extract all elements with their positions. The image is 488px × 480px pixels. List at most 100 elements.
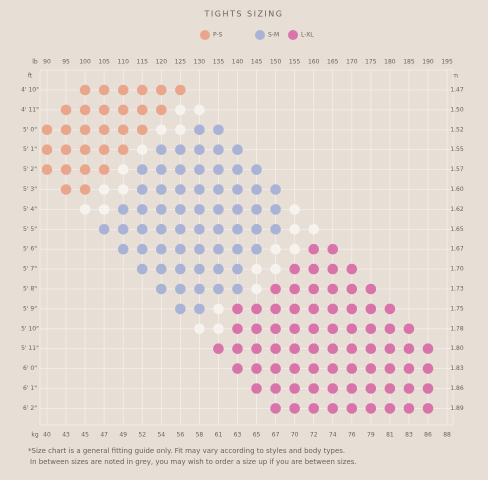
- size-dot: [213, 323, 224, 335]
- size-dot: [213, 343, 224, 355]
- x2-tick-label: 76: [348, 432, 356, 439]
- size-dot: [308, 263, 320, 275]
- x-tick-label: 110: [117, 59, 129, 66]
- size-dot: [98, 204, 110, 215]
- size-dot: [327, 363, 339, 374]
- size-dot: [213, 204, 224, 215]
- y-tick-label: 6' 2": [23, 405, 37, 412]
- size-dot: [156, 104, 167, 116]
- size-dot: [251, 263, 262, 275]
- size-dot: [365, 403, 377, 414]
- size-dot: [346, 383, 358, 394]
- size-dot: [232, 164, 243, 175]
- size-dot: [117, 144, 129, 155]
- size-dot: [79, 144, 91, 155]
- size-dot: [308, 383, 320, 394]
- size-dot: [194, 303, 205, 315]
- x2-tick-label: 43: [62, 432, 70, 439]
- y-tick-label: 5' 7": [23, 266, 37, 273]
- size-dot: [213, 243, 224, 255]
- size-dot: [308, 403, 320, 414]
- x-tick-label: 95: [62, 59, 70, 66]
- size-dot: [270, 343, 281, 355]
- size-dot: [136, 104, 148, 116]
- y2-tick-label: 1.47: [450, 87, 464, 94]
- y2-tick-label: 1.80: [450, 345, 464, 352]
- size-dot: [308, 363, 320, 374]
- size-dot: [384, 303, 396, 315]
- size-dot: [365, 303, 377, 315]
- y-tick-label: 5' 11": [21, 345, 39, 352]
- size-dot: [289, 204, 300, 215]
- y2-tick-label: 1.73: [450, 286, 464, 293]
- size-dot: [327, 343, 339, 355]
- size-dot: [136, 243, 148, 255]
- size-dot: [308, 303, 320, 315]
- size-dot: [327, 323, 339, 335]
- size-dot: [98, 164, 110, 175]
- x-tick-label: 105: [98, 59, 110, 66]
- size-dot: [403, 383, 415, 394]
- y2-tick-label: 1.67: [450, 246, 464, 253]
- x2-tick-label: 88: [443, 432, 451, 439]
- size-dot: [251, 204, 262, 215]
- size-dot: [270, 283, 281, 295]
- size-dot: [194, 184, 205, 195]
- size-dot: [384, 343, 396, 355]
- size-dot: [117, 104, 129, 116]
- x-tick-label: 195: [441, 59, 453, 66]
- y-tick-label: 4' 11": [21, 106, 39, 113]
- size-dot: [327, 383, 339, 394]
- size-dot: [79, 164, 91, 175]
- x-tick-label: 165: [327, 59, 339, 66]
- size-dot: [308, 224, 320, 235]
- size-dot: [232, 283, 243, 295]
- size-dot: [136, 84, 148, 96]
- size-dot: [156, 84, 167, 96]
- size-dot: [232, 363, 243, 374]
- x2-tick-label: 72: [310, 432, 318, 439]
- size-dot: [194, 164, 205, 175]
- y-tick-label: 5' 9": [23, 305, 37, 312]
- size-dot: [117, 124, 129, 136]
- size-dot: [175, 303, 186, 315]
- size-dot: [41, 164, 53, 175]
- size-dot: [422, 383, 434, 394]
- x-tick-label: 190: [422, 59, 434, 66]
- legend-label: P-S: [213, 32, 223, 39]
- y2-tick-label: 1.86: [450, 385, 464, 392]
- size-dot: [327, 263, 339, 275]
- size-dot: [232, 224, 243, 235]
- size-dot: [270, 184, 281, 195]
- x2-tick-label: 49: [119, 432, 127, 439]
- size-dot: [175, 263, 186, 275]
- size-dot: [251, 383, 262, 394]
- x2-tick-label: 63: [234, 432, 242, 439]
- size-dot: [251, 363, 262, 374]
- y-tick-label: 5' 8": [23, 286, 37, 293]
- legend-label: S-M: [268, 32, 279, 39]
- plot-frame: [39, 69, 454, 426]
- size-dot: [41, 144, 53, 155]
- size-dot: [346, 323, 358, 335]
- x-tick-label: 145: [251, 59, 263, 66]
- x2-tick-label: 61: [215, 432, 223, 439]
- size-dot: [251, 323, 262, 335]
- size-dot: [213, 184, 224, 195]
- size-dot: [194, 124, 205, 136]
- size-dot: [270, 383, 281, 394]
- x-tick-label: 130: [194, 59, 206, 66]
- size-dot: [403, 323, 415, 335]
- size-dot: [79, 204, 91, 215]
- size-dot: [194, 204, 205, 215]
- size-dot: [79, 124, 91, 136]
- size-dot: [156, 164, 167, 175]
- size-dot: [213, 164, 224, 175]
- y-tick-label: 4' 10": [21, 87, 39, 94]
- x2-tick-label: 67: [272, 432, 280, 439]
- size-dot: [289, 343, 300, 355]
- size-dot: [79, 184, 91, 195]
- size-dot: [346, 403, 358, 414]
